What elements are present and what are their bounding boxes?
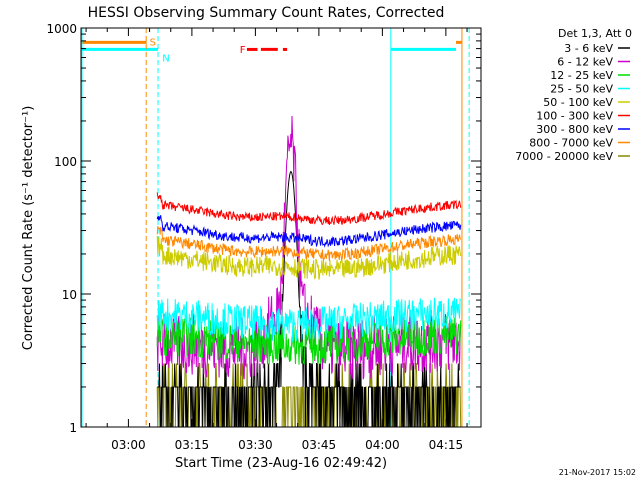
x-tick-label: 04:00 bbox=[365, 438, 400, 452]
legend-header: Det 1,3, Att 0 bbox=[558, 27, 632, 40]
plot-frame bbox=[80, 27, 482, 428]
plot-area: SN F bbox=[81, 28, 470, 428]
legend-label: 100 - 300 keV bbox=[536, 110, 613, 123]
y-tick-label: 100 bbox=[54, 155, 77, 169]
x-axis: 03:00 03:15 03:30 03:45 04:00 04:15 bbox=[85, 28, 468, 452]
x-tick-label: 03:00 bbox=[111, 438, 146, 452]
legend-label: 7000 - 20000 keV bbox=[515, 150, 613, 163]
x-axis-label: Start Time (23-Aug-16 02:49:42) bbox=[175, 456, 387, 471]
series-line bbox=[156, 192, 462, 226]
y-axis-label: Corrected Count Rate (s⁻¹ detector⁻¹) bbox=[21, 106, 36, 351]
legend-label: 3 - 6 keV bbox=[564, 42, 613, 55]
y-axis: 1 10 100 1000 bbox=[46, 22, 481, 435]
legend-label: 12 - 25 keV bbox=[550, 69, 613, 82]
x-tick-label: 04:15 bbox=[429, 438, 464, 452]
flag-label-n: N bbox=[162, 54, 169, 65]
series-line bbox=[156, 297, 462, 343]
legend-label: 6 - 12 keV bbox=[557, 56, 613, 69]
y-tick-label: 10 bbox=[62, 288, 77, 302]
legend-label: 25 - 50 keV bbox=[550, 83, 613, 96]
legend-label: 800 - 7000 keV bbox=[529, 137, 613, 150]
x-tick-label: 03:15 bbox=[175, 438, 210, 452]
flag-label-s: S bbox=[150, 38, 156, 49]
chart-title: HESSI Observing Summary Count Rates, Cor… bbox=[88, 5, 445, 21]
flag-label-f: F bbox=[240, 45, 246, 56]
timestamp: 21-Nov-2017 15:02 bbox=[559, 468, 636, 477]
series-line bbox=[156, 215, 462, 248]
legend-label: 50 - 100 keV bbox=[543, 96, 613, 109]
series-line bbox=[156, 226, 462, 262]
y-tick-label: 1000 bbox=[46, 22, 77, 36]
legend-label: 300 - 800 keV bbox=[536, 123, 613, 136]
series-line bbox=[156, 236, 462, 280]
x-tick-label: 03:30 bbox=[238, 438, 273, 452]
y-tick-label: 1 bbox=[69, 421, 77, 435]
x-tick-label: 03:45 bbox=[302, 438, 337, 452]
